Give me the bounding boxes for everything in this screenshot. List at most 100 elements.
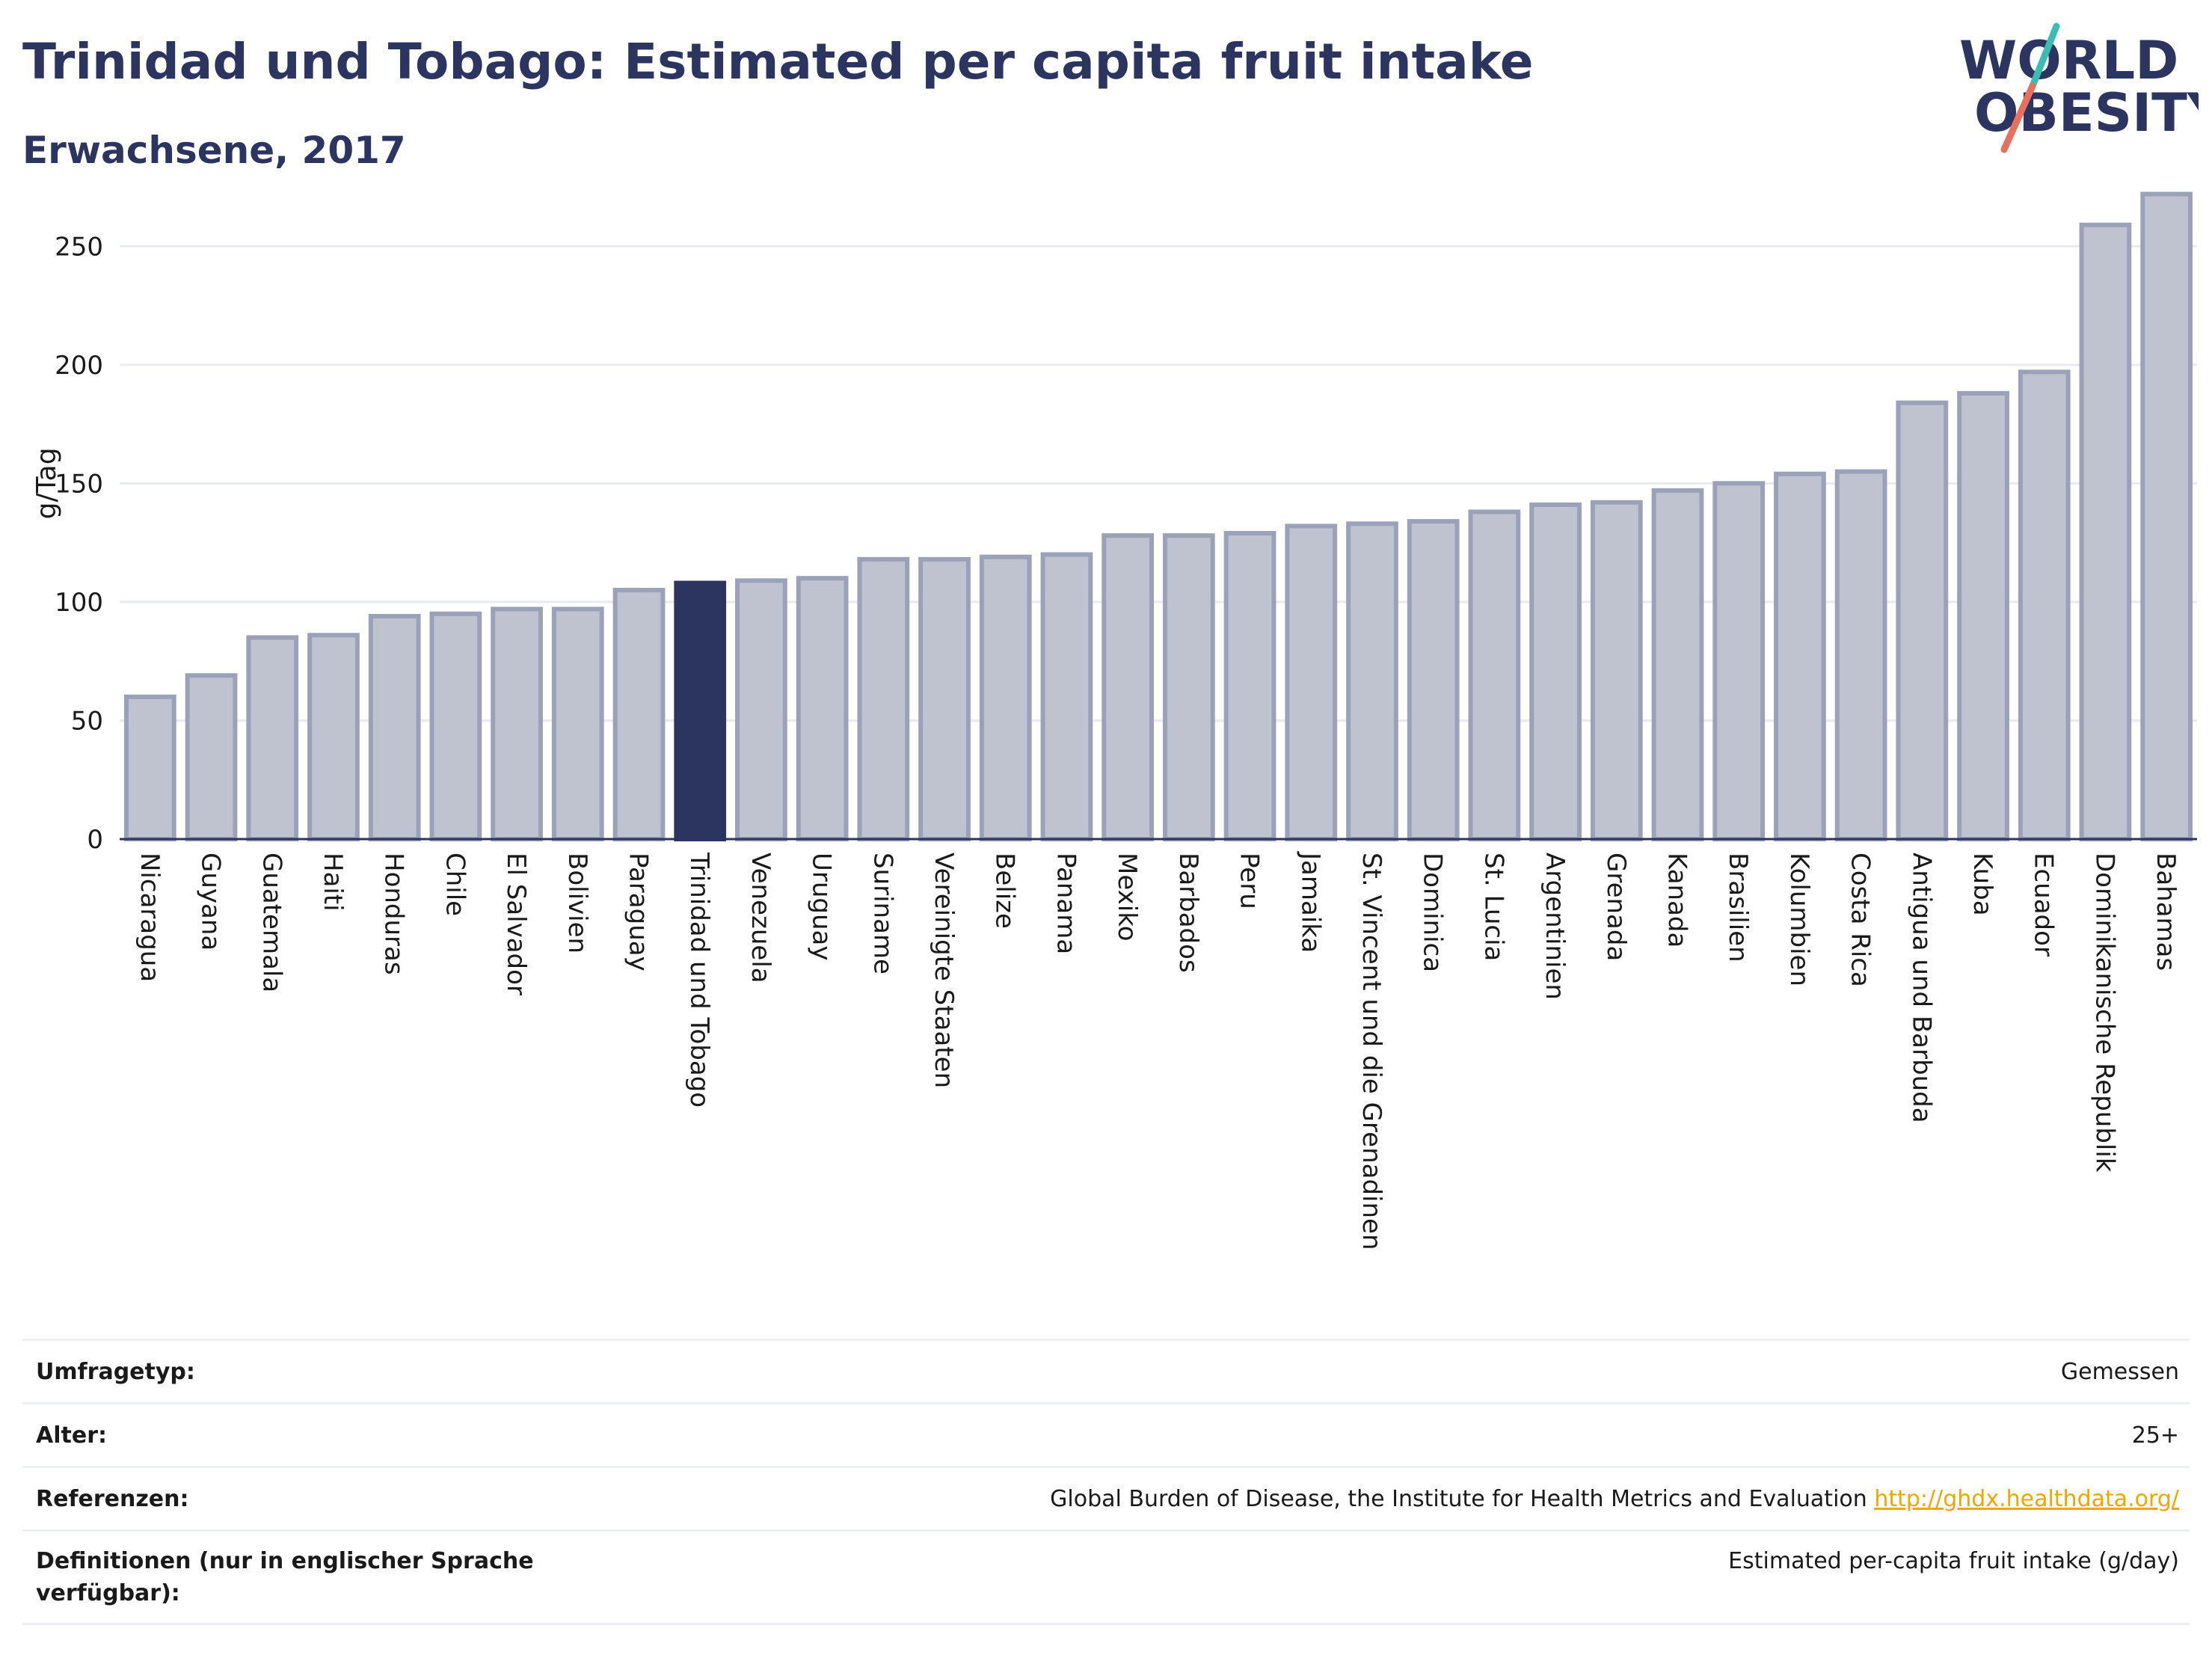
info-key: Referenzen: (36, 1485, 189, 1512)
x-tick-label: Argentinien (1540, 853, 1570, 1000)
x-tick-label: Bolivien (562, 853, 592, 954)
x-tick-label: Suriname (867, 853, 897, 974)
info-key-line2: verfügbar): (36, 1580, 180, 1606)
chart-title: Trinidad und Tobago: Estimated per capit… (22, 33, 1534, 90)
bar (368, 613, 421, 842)
bar (918, 556, 971, 841)
y-tick-label: 0 (87, 825, 103, 855)
bar (1896, 400, 1949, 841)
bar (857, 556, 910, 841)
x-tick-label: Kolumbien (1784, 853, 1814, 986)
info-row-age: Alter: 25+ (22, 1402, 2190, 1466)
x-tick-label: Guyana (196, 853, 226, 951)
x-tick-label: Vereinigte Staaten (929, 853, 959, 1088)
bar (674, 580, 727, 841)
x-tick-label: Kuba (1967, 853, 1997, 916)
x-tick-label: Venezuela (746, 853, 775, 983)
bar (1774, 471, 1826, 841)
bar (1590, 500, 1643, 841)
info-key-line1: Definitionen (nur in englischer Sprache (36, 1547, 534, 1574)
x-tick-label: Brasilien (1723, 853, 1753, 962)
info-value: Estimated per-capita fruit intake (g/day… (1728, 1548, 2179, 1574)
y-tick-label: 100 (55, 588, 103, 618)
bar (1468, 509, 1521, 841)
x-tick-label: Costa Rica (1846, 853, 1875, 987)
x-tick-label: Dominikanische Republik (2089, 853, 2119, 1173)
logo-slash-red (2000, 82, 2036, 153)
x-tick-label: Belize (990, 853, 1020, 929)
x-tick-label: Panama (1051, 853, 1081, 954)
bar (1651, 488, 1704, 841)
y-tick-labels: 0 50 100 150 200 250 (55, 232, 103, 855)
world-obesity-logo: WORLD OBESITY (1959, 22, 2199, 153)
y-tick-label: 50 (71, 706, 103, 736)
x-tick-label: Guatemala (256, 853, 286, 992)
x-tick-label: Ecuador (2029, 853, 2059, 957)
bar (429, 611, 482, 841)
x-tick-label: Chile (440, 853, 470, 916)
bar (123, 694, 176, 842)
chart-subtitle: Erwachsene, 2017 (22, 129, 406, 172)
info-row-references: Referenzen: Global Burden of Disease, th… (22, 1466, 2190, 1529)
x-tick-label: Kanada (1662, 853, 1692, 948)
info-table: Umfragetyp: Gemessen Alter: 25+ Referenz… (22, 1339, 2190, 1625)
bar-chart: 0 50 100 150 200 250 Nicaragua Guyana Guatemala… (31, 191, 2197, 1250)
bar (1285, 523, 1338, 841)
bar (735, 578, 787, 841)
info-value: Global Burden of Disease, the Institute … (1050, 1486, 2190, 1512)
info-row-survey-type: Umfragetyp: Gemessen (22, 1339, 2190, 1402)
x-tick-label: Grenada (1601, 853, 1631, 961)
x-tick-label: Jamaika (1295, 851, 1325, 953)
x-tick-label: El Salvador (501, 853, 531, 995)
info-row-definitions: Definitionen (nur in englischer Sprache v… (22, 1529, 2190, 1625)
x-tick-label: Paraguay (624, 853, 654, 971)
x-tick-label: Dominica (1418, 853, 1448, 972)
bar (2140, 191, 2193, 841)
x-tick-labels: Nicaragua Guyana Guatemala Haiti Honduras Chi… (135, 851, 2181, 1250)
bar (1346, 521, 1398, 841)
bars (123, 191, 2193, 842)
bar (1040, 552, 1093, 841)
bar (979, 554, 1032, 841)
bar (246, 635, 299, 841)
y-tick-label: 150 (55, 469, 103, 499)
bar (1712, 481, 1766, 841)
y-tick-label: 200 (55, 351, 103, 381)
info-key: Definitionen (nur in englischer Sprache v… (22, 1545, 534, 1610)
x-tick-label: Nicaragua (135, 853, 165, 982)
x-tick-label: Peru (1235, 853, 1265, 909)
x-tick-label: Haiti (318, 853, 348, 912)
info-key: Alter: (36, 1422, 107, 1449)
bar (1102, 533, 1155, 841)
x-tick-label: St. Vincent und die Grenadinen (1357, 853, 1386, 1250)
y-axis-label: g/Tag (31, 447, 62, 519)
bar (1957, 390, 2009, 841)
bar (1834, 469, 1887, 841)
bar (1223, 530, 1276, 841)
x-tick-label: Mexiko (1112, 853, 1142, 942)
x-tick-label: Barbados (1173, 853, 1203, 973)
reference-link[interactable]: http://ghdx.healthdata.org/ (1874, 1485, 2179, 1512)
y-tick-label: 250 (55, 232, 103, 262)
logo-slash-teal (2029, 22, 2060, 90)
bar (551, 607, 604, 841)
reference-text: Global Burden of Disease, the Institute … (1050, 1485, 1875, 1512)
bar (1162, 533, 1215, 841)
x-tick-label: Trinidad und Tobago (684, 852, 714, 1108)
bar (2018, 369, 2071, 841)
bar (612, 588, 666, 842)
bar (491, 607, 543, 841)
x-tick-label: Honduras (379, 853, 409, 975)
bar (1407, 519, 1460, 841)
info-value: 25+ (2131, 1422, 2179, 1449)
x-tick-label: St. Lucia (1478, 853, 1508, 961)
bar (1529, 502, 1582, 841)
info-value: Gemessen (2060, 1358, 2179, 1385)
x-tick-label: Uruguay (807, 853, 837, 961)
bar (185, 673, 238, 841)
bar (796, 576, 849, 841)
bar (2079, 222, 2132, 841)
logo-line1: WORLD (1959, 30, 2178, 91)
x-tick-label: Bahamas (2151, 853, 2181, 971)
bar (307, 633, 360, 841)
